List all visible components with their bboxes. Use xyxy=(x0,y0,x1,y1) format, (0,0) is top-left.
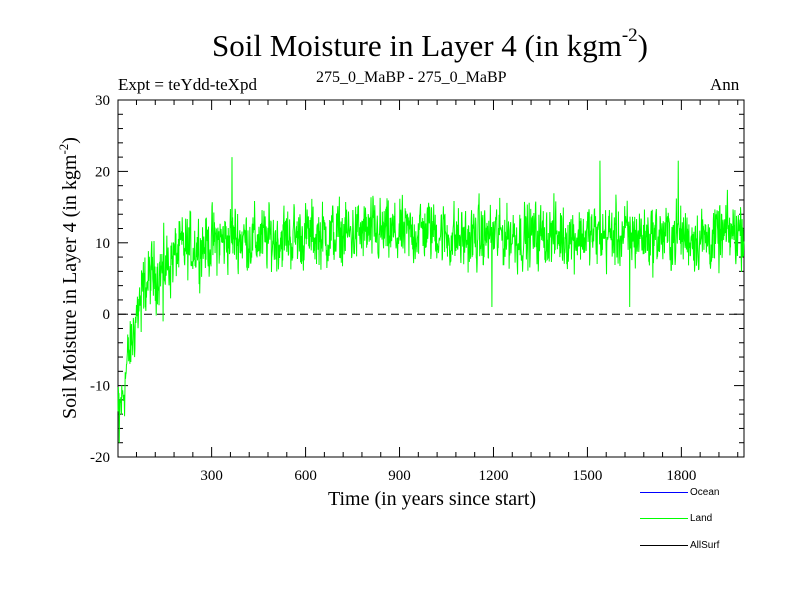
x-tick-label: 1500 xyxy=(572,468,602,484)
y-axis-label: Soil Moisture in Layer 4 (in kgm-2) xyxy=(56,137,81,419)
y-tick-label: 30 xyxy=(95,93,110,109)
y-tick-label: 20 xyxy=(95,164,110,180)
plot-frame xyxy=(117,99,745,458)
x-axis-label: Time (in years since start) xyxy=(328,488,536,510)
legend-land-swatch xyxy=(640,518,688,519)
legend-allsurf-label: AllSurf xyxy=(690,540,720,551)
x-tick-label: 1800 xyxy=(666,468,696,484)
legend-ocean-label: Ocean xyxy=(690,487,720,498)
x-tick-label: 300 xyxy=(200,468,223,484)
y-tick-label: -20 xyxy=(90,450,110,466)
x-tick-label: 600 xyxy=(294,468,317,484)
axis-ticks xyxy=(118,99,744,458)
legend-land-label: Land xyxy=(690,513,713,524)
x-tick-labels: 300 600 900 1200 1500 1800 xyxy=(200,468,696,484)
x-tick-label: 900 xyxy=(388,468,411,484)
legend-allsurf-swatch xyxy=(640,545,688,546)
y-tick-labels: -20 -10 0 10 20 30 xyxy=(90,93,110,466)
y-tick-label: -10 xyxy=(90,379,110,395)
legend-ocean-swatch xyxy=(640,492,688,493)
y-tick-label: 0 xyxy=(103,307,111,323)
y-tick-label: 10 xyxy=(95,236,110,252)
period-label: Ann xyxy=(710,75,740,94)
chart-subtitle: 275_0_MaBP - 275_0_MaBP xyxy=(316,69,507,86)
chart-title: Soil Moisture in Layer 4 (in kgm-2) xyxy=(212,24,648,63)
experiment-label: Expt = teYdd-teXpd xyxy=(118,75,257,94)
x-tick-label: 1200 xyxy=(478,468,508,484)
series-land-line xyxy=(117,157,745,443)
